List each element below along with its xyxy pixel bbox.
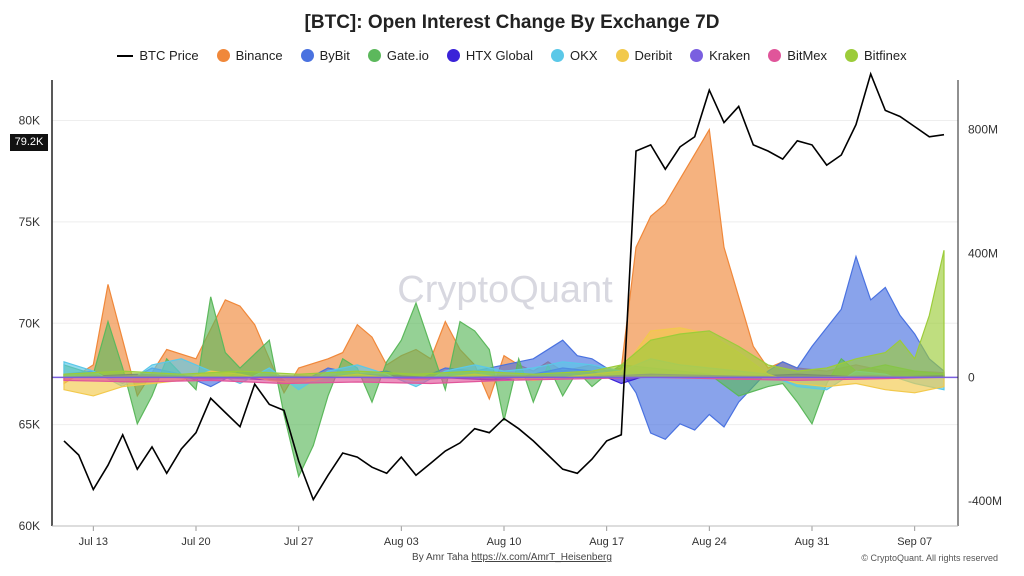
footer-author-link[interactable]: https://x.com/AmrT_Heisenberg [471,552,612,563]
grid-layer [52,120,958,527]
legend-label: OKX [570,48,598,63]
area-series-gate-io[interactable] [63,296,945,479]
legend-label: Bitfinex [864,48,907,63]
legend-item-btc-price[interactable]: BTC Price [117,48,199,63]
legend-label: BTC Price [139,48,199,63]
x-tick-label: Sep 07 [897,536,932,548]
legend-dot-swatch [446,49,460,62]
legend-label: ByBit [319,48,350,63]
y-left-tick-label: 60K [19,519,40,533]
legend-line-swatch [117,54,134,57]
line-series-btc-price[interactable] [63,71,945,502]
footer-author: By Amr Taha https://x.com/AmrT_Heisenber… [0,552,1024,563]
area-series-bitfinex[interactable] [63,250,945,378]
legend-item-bybit[interactable]: ByBit [300,48,350,63]
area-series-bitmex[interactable] [63,376,945,385]
legend-label: Kraken [709,48,751,63]
y-left-tick-label: 65K [19,418,40,432]
y-right-tick-label: 800M [968,123,998,137]
x-tick-label: Aug 31 [795,536,830,548]
x-tick-label: Aug 10 [487,536,522,548]
y-right-tick-label: 400M [968,246,998,260]
legend-dot-swatch [551,49,565,62]
watermark: CryptoQuant [397,269,613,311]
legend-item-bitmex[interactable]: BitMex [768,48,827,63]
legend-dot-swatch [615,49,629,62]
legend-label: BitMex [787,48,828,63]
y-right-tick-label: 0 [968,370,975,384]
x-tick-label: Jul 20 [181,536,210,548]
y-left-tick-label: 75K [19,215,40,229]
legend-item-okx[interactable]: OKX [551,48,598,63]
legend-dot-swatch [690,49,704,62]
legend-item-bitfinex[interactable]: Bitfinex [845,48,907,63]
legend-item-htx-global[interactable]: HTX Global [446,48,534,63]
legend-dot-swatch [768,49,782,62]
footer-author-text: By Amr Taha [412,552,469,563]
current-price-badge: 79.2K [10,134,48,151]
legend-item-deribit[interactable]: Deribit [615,48,673,63]
footer-copyright: © CryptoQuant. All rights reserved [861,553,998,563]
y-left-tick-label: 70K [19,316,40,330]
price-layer [63,71,945,502]
chart-title: [BTC]: Open Interest Change By Exchange … [304,12,720,33]
legend-label: Deribit [634,48,673,63]
legend-label: Binance [235,48,283,63]
chart-legend: BTC Price Binance ByBit Gate.io HTX Global OK… [0,48,1024,63]
x-tick-label: Aug 17 [589,536,624,548]
legend-dot-swatch [367,49,381,62]
x-tick-label: Aug 24 [692,536,727,548]
y-right-tick-label: -400M [968,494,1002,508]
area-layer [52,127,958,479]
x-tick-label: Aug 03 [384,536,419,548]
legend-dot-swatch [216,49,230,62]
axes-layer: 60K 65K 70K 75K 80K -400M 0 400M 800M Jul 13 Jul 2… [19,80,1002,548]
x-tick-label: Jul 13 [79,536,108,548]
legend-item-kraken[interactable]: Kraken [690,48,750,63]
legend-dot-swatch [845,49,859,62]
y-left-tick-label: 80K [19,114,40,128]
legend-item-gate-io[interactable]: Gate.io [367,48,429,63]
x-tick-label: Jul 27 [284,536,313,548]
legend-dot-swatch [300,49,314,62]
legend-label: Gate.io [386,48,429,63]
legend-item-binance[interactable]: Binance [216,48,283,63]
legend-label: HTX Global [465,48,534,63]
